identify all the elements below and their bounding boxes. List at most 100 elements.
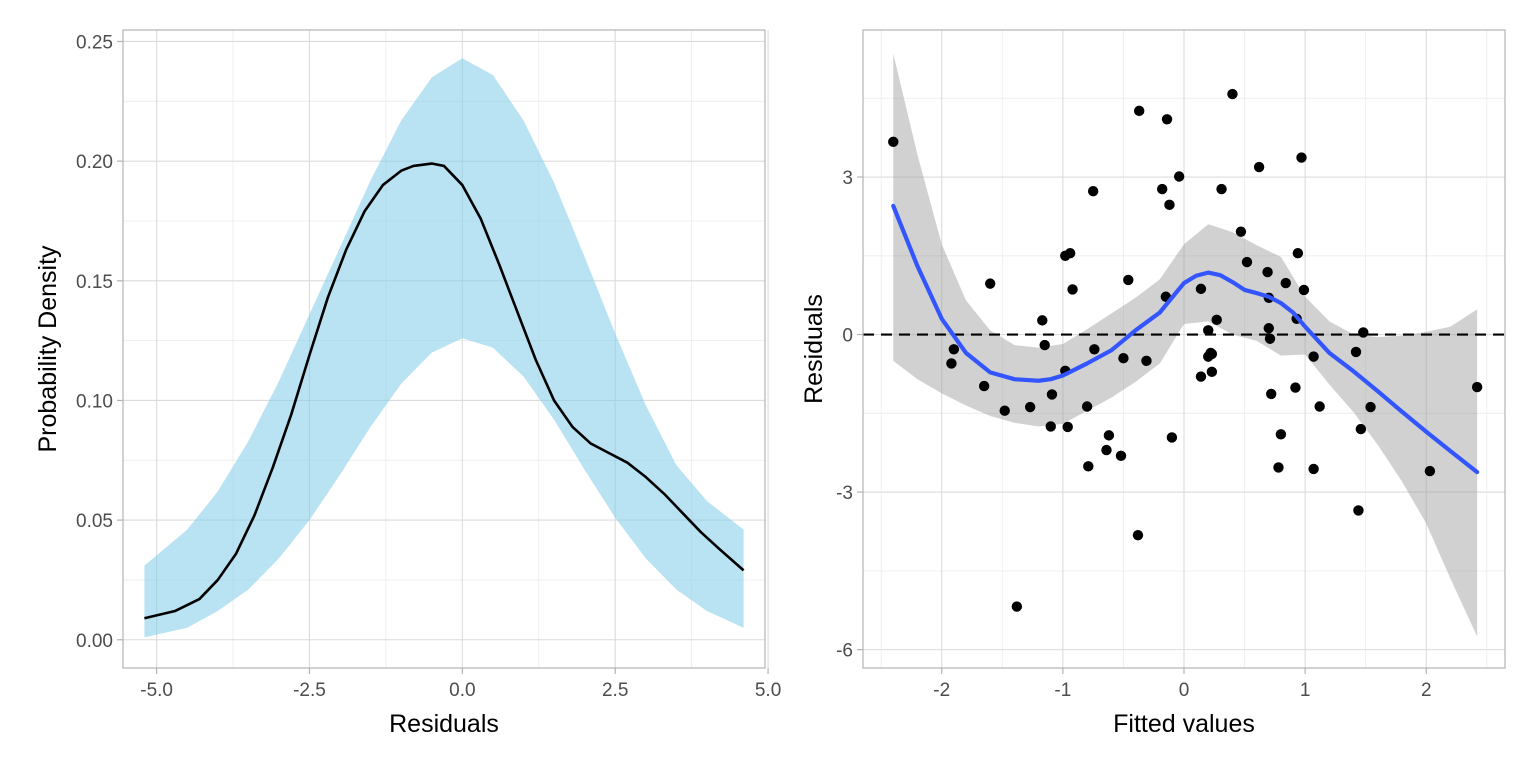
scatter-point (1206, 348, 1218, 360)
scatter-point (1275, 429, 1287, 440)
density-x-tick-label: 5.0 (755, 680, 781, 701)
scatter-point (1353, 505, 1364, 516)
scatter-point (1195, 283, 1207, 295)
residuals-axes: -2 -1 0 1 2 -6 -3 0 3 (836, 168, 1431, 701)
scatter-point (946, 358, 957, 369)
density-x-tick-label: -2.5 (293, 680, 326, 701)
scatter-point (1262, 266, 1273, 278)
density-confidence-band (144, 58, 744, 638)
scatter-point (1292, 247, 1304, 259)
scatter-point (1308, 463, 1319, 475)
scatter-point (984, 278, 996, 289)
scatter-point (1067, 284, 1078, 295)
residuals-x-tick-label: -2 (933, 680, 950, 701)
residuals-x-axis-title: Fitted values (1113, 710, 1255, 738)
scatter-point (1141, 355, 1152, 367)
scatter-point (1173, 171, 1185, 182)
residuals-x-tick-label: 1 (1300, 680, 1311, 701)
scatter-point (1273, 462, 1284, 473)
density-y-tick-label: 0.25 (76, 32, 113, 53)
scatter-point (1358, 327, 1369, 338)
density-x-tick-label: 2.5 (602, 680, 628, 701)
scatter-point (1011, 601, 1023, 612)
scatter-point (1241, 256, 1253, 268)
scatter-point (1424, 465, 1436, 477)
density-x-axis-title: Residuals (389, 710, 499, 738)
scatter-point (1062, 421, 1073, 433)
residuals-y-tick-label: 3 (842, 168, 853, 189)
residuals-x-tick-label: 0 (1179, 680, 1190, 701)
residuals-y-tick-label: -3 (836, 483, 853, 504)
density-curve (144, 162, 745, 620)
density-axes: -5.0 -2.5 0.0 2.5 5.0 0.00 0.05 0.10 0.15 0.20 0.2… (76, 32, 781, 701)
residuals-data (863, 53, 1505, 637)
smooth-confidence-band (893, 53, 1478, 637)
scatter-point (1123, 274, 1134, 286)
scatter-point (1087, 186, 1099, 197)
scatter-point (1164, 199, 1175, 211)
scatter-point (1118, 352, 1129, 364)
scatter-point (1103, 430, 1115, 441)
residuals-y-axis-title: Residuals (800, 294, 828, 404)
scatter-point (1216, 183, 1227, 195)
scatter-point (1045, 421, 1056, 432)
scatter-point (1039, 339, 1050, 351)
density-data (144, 58, 745, 638)
scatter-point (948, 344, 960, 355)
scatter-point (1037, 315, 1048, 326)
density-y-tick-label: 0.10 (76, 391, 113, 412)
scatter-point (1166, 432, 1178, 443)
scatter-point (1081, 401, 1093, 412)
density-x-tick-label: 0.0 (449, 680, 475, 701)
residuals-x-tick-label: 2 (1421, 680, 1432, 701)
scatter-point (1101, 444, 1112, 456)
scatter-point (1253, 161, 1265, 173)
scatter-point (1083, 461, 1094, 472)
density-panel-border (122, 29, 766, 669)
scatter-point (1195, 371, 1207, 382)
scatter-point (1227, 88, 1238, 100)
scatter-point (1046, 389, 1058, 400)
scatter-point (978, 380, 990, 392)
scatter-point (888, 136, 899, 148)
scatter-point (1206, 366, 1218, 378)
residuals-y-tick-label: -6 (836, 641, 853, 662)
scatter-point (1089, 344, 1100, 355)
residuals-y-tick-label: 0 (842, 326, 853, 347)
scatter-point (1471, 381, 1483, 393)
scatter-point (1355, 423, 1367, 435)
density-y-tick-label: 0.05 (76, 511, 113, 532)
scatter-point (1161, 114, 1173, 125)
residuals-x-tick-label: -1 (1054, 680, 1071, 701)
density-y-axis-title: Probability Density (34, 245, 62, 453)
scatter-point (1264, 333, 1276, 344)
scatter-point (1211, 314, 1222, 326)
scatter-point (1280, 277, 1291, 289)
density-y-tick-label: 0.20 (76, 152, 113, 173)
scatter-point (1115, 450, 1127, 462)
density-y-tick-label: 0.15 (76, 272, 113, 293)
scatter-point (1365, 401, 1376, 413)
scatter-point (1314, 401, 1325, 412)
scatter-point (1132, 529, 1144, 541)
scatter-point (1266, 388, 1277, 400)
scatter-point (1296, 152, 1307, 163)
scatter-point (1024, 401, 1036, 413)
smooth-trend-line (891, 203, 1480, 475)
scatter-point (1064, 247, 1076, 259)
scatter-point (1298, 284, 1310, 296)
scatter-point (1290, 382, 1301, 393)
scatter-point (1263, 323, 1274, 334)
scatter-point (1308, 351, 1319, 362)
density-panel: -5.0 -2.5 0.0 2.5 5.0 0.00 0.05 0.10 0.15 0.20 0.2… (34, 29, 781, 738)
density-x-tick-label: -5.0 (140, 680, 173, 701)
scatter-point (1156, 183, 1168, 195)
scatter-point (1235, 226, 1247, 237)
scatter-point (999, 405, 1010, 416)
density-y-tick-label: 0.00 (76, 631, 113, 652)
scatter-point (1133, 105, 1145, 117)
residuals-panel: -2 -1 0 1 2 -6 -3 0 3 Fitted values Residuals (800, 29, 1506, 738)
scatter-point (1203, 325, 1214, 336)
scatter-point (1350, 346, 1362, 358)
